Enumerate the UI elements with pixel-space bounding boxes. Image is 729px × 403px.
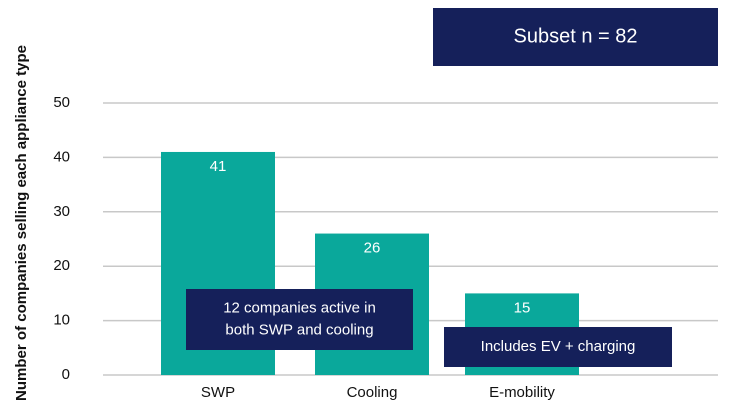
data-label: 15 [514, 299, 531, 316]
y-tick-label: 40 [53, 148, 70, 165]
data-label: 26 [364, 240, 381, 257]
y-tick-label: 10 [53, 312, 70, 329]
x-tick-label: SWP [201, 384, 235, 401]
annotation-box [444, 327, 672, 367]
data-label: 41 [210, 158, 227, 175]
y-tick-label: 0 [62, 366, 70, 383]
y-axis-label: Number of companies selling each applian… [13, 45, 30, 401]
annotation-text: both SWP and cooling [225, 321, 373, 338]
y-tick-label: 50 [53, 94, 70, 111]
annotation-text: 12 companies active in [223, 300, 376, 317]
annotation-text: Includes EV + charging [481, 338, 636, 355]
annotation-text: Subset n = 82 [514, 25, 638, 47]
y-tick-label: 20 [53, 257, 70, 274]
x-tick-label: E-mobility [489, 384, 555, 401]
annotation-box [433, 8, 718, 66]
annotation-box [186, 289, 413, 350]
y-tick-label: 30 [53, 203, 70, 220]
x-tick-label: Cooling [347, 384, 398, 401]
